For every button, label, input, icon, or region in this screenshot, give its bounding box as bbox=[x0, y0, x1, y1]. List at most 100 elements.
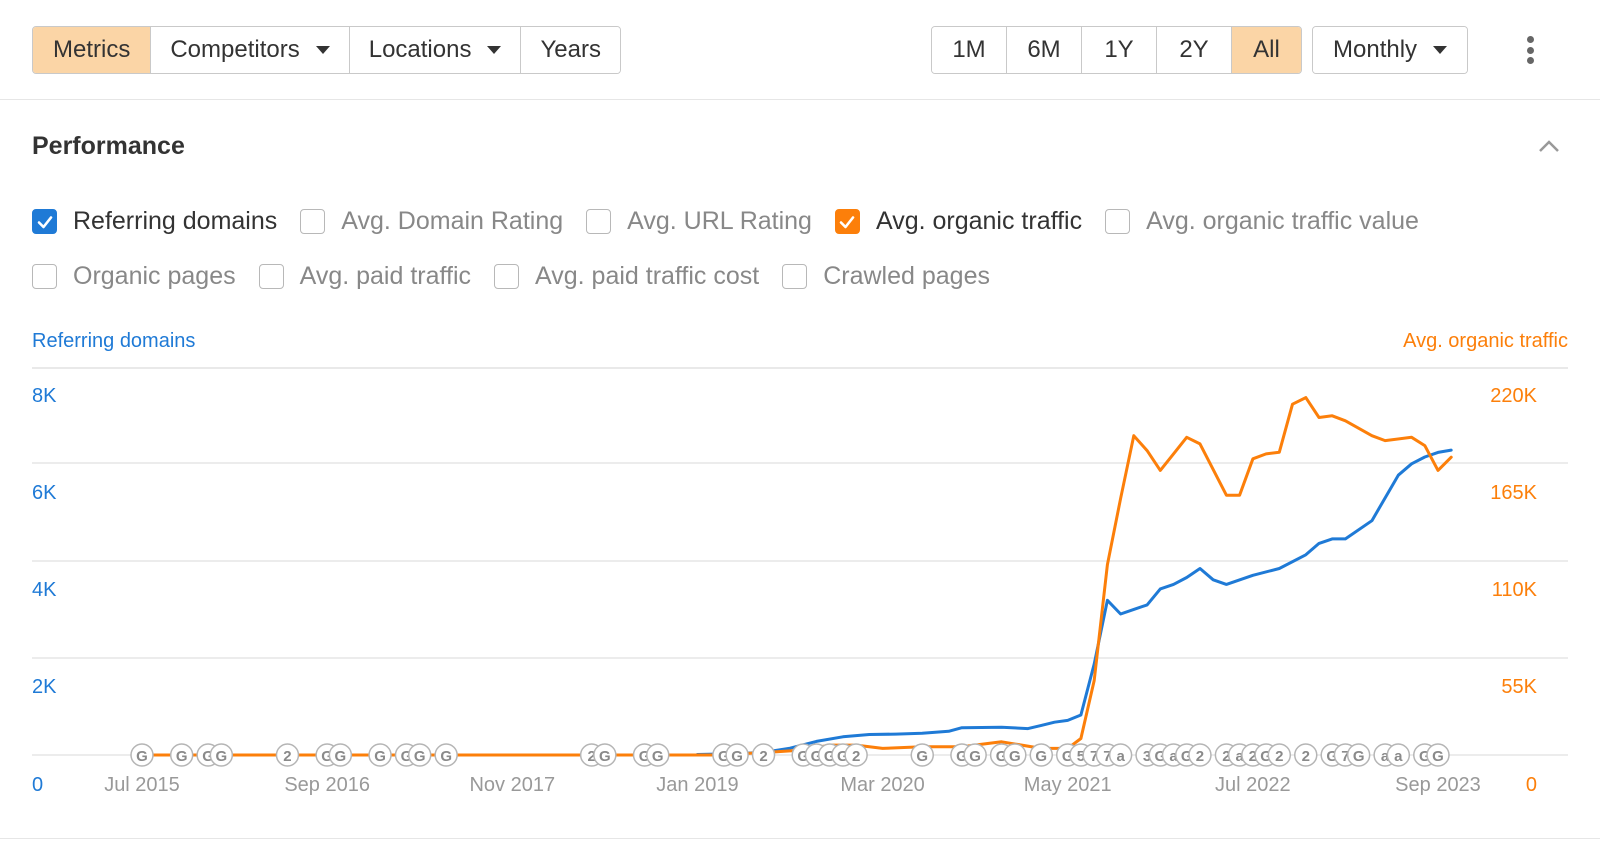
annotation-marker[interactable]: G bbox=[209, 743, 234, 767]
annotation-marker[interactable]: a bbox=[1386, 743, 1411, 767]
metric-toggle-avg-organic-traffic[interactable]: Avg. organic traffic bbox=[834, 207, 1082, 236]
annotation-marker[interactable]: 2 bbox=[275, 743, 300, 767]
annotation-marker[interactable]: G bbox=[328, 743, 353, 767]
checkbox-unchecked-icon[interactable] bbox=[32, 264, 57, 289]
annotation-circle bbox=[1188, 743, 1212, 767]
annotation-label: G bbox=[374, 748, 386, 765]
annotation-label: G bbox=[440, 748, 452, 765]
checkbox-unchecked-icon[interactable] bbox=[1105, 209, 1131, 234]
annotation-label: 7 bbox=[1103, 748, 1111, 765]
metric-label: Avg. organic traffic value bbox=[1146, 207, 1419, 235]
annotation-circle bbox=[593, 743, 617, 767]
interval-dropdown[interactable]: Monthly bbox=[1312, 26, 1469, 74]
annotation-label: G bbox=[401, 748, 413, 765]
annotation-label: 3 bbox=[1143, 748, 1151, 765]
annotation-circle bbox=[328, 743, 353, 767]
annotation-marker[interactable]: G bbox=[434, 743, 458, 767]
performance-chart[interactable]: 0 2K 4K 6K 8K 0 55K 110K 165K 220K Jul 2015 Sep 201… bbox=[0, 355, 1600, 825]
metric-toggles-row-2: Organic pages Avg. paid traffic Avg. paid … bbox=[32, 262, 990, 291]
annotation-marker[interactable]: G bbox=[368, 743, 392, 767]
range-all[interactable]: All bbox=[1232, 27, 1301, 73]
annotation-label: G bbox=[1154, 748, 1166, 765]
annotation-label: G bbox=[335, 748, 347, 765]
annotation-marker[interactable]: G bbox=[1003, 743, 1027, 767]
annotation-label: G bbox=[202, 748, 214, 765]
annotation-marker[interactable]: G bbox=[407, 743, 432, 767]
right-tick-label: 55K bbox=[1501, 676, 1537, 698]
annotation-marker[interactable]: G bbox=[169, 743, 194, 767]
annotation-marker[interactable]: G bbox=[963, 743, 987, 767]
interval-dropdown-button[interactable]: Monthly bbox=[1313, 27, 1468, 73]
x-tick-label: Sep 2016 bbox=[284, 774, 370, 796]
annotation-label: G bbox=[176, 748, 188, 765]
annotation-label: 7 bbox=[1090, 748, 1098, 765]
annotation-label: 2 bbox=[1302, 748, 1310, 765]
annotation-marker[interactable]: G bbox=[646, 743, 670, 767]
range-2y[interactable]: 2Y bbox=[1157, 27, 1232, 73]
metric-toggle-avg-paid-traffic-cost[interactable]: Avg. paid traffic cost bbox=[494, 262, 759, 291]
metric-toggle-crawled-pages[interactable]: Crawled pages bbox=[782, 262, 990, 291]
metric-toggle-avg-paid-traffic[interactable]: Avg. paid traffic bbox=[258, 262, 471, 291]
annotation-circle bbox=[1426, 743, 1450, 767]
x-tick-label: May 2021 bbox=[1024, 774, 1112, 796]
annotation-label: G bbox=[1062, 748, 1074, 765]
annotation-label: G bbox=[1035, 748, 1047, 765]
annotation-label: a bbox=[1116, 748, 1125, 765]
metric-toggle-organic-pages[interactable]: Organic pages bbox=[32, 262, 236, 291]
checkbox-unchecked-icon[interactable] bbox=[494, 264, 520, 289]
checkbox-unchecked-icon[interactable] bbox=[300, 209, 326, 234]
annotation-circle bbox=[407, 743, 432, 767]
annotation-circle bbox=[725, 743, 749, 767]
annotation-marker[interactable]: G bbox=[130, 743, 154, 767]
annotation-label: G bbox=[1419, 748, 1431, 765]
range-label: 2Y bbox=[1179, 36, 1209, 63]
chevron-down-icon bbox=[1433, 46, 1448, 54]
tab-locations[interactable]: Locations bbox=[349, 27, 522, 73]
tab-competitors[interactable]: Competitors bbox=[151, 27, 350, 73]
left-tick-label: 0 bbox=[32, 774, 43, 796]
annotation-marker[interactable]: G bbox=[1426, 743, 1450, 767]
range-6m[interactable]: 6M bbox=[1007, 27, 1082, 73]
metric-toggle-avg-organic-traffic-value[interactable]: Avg. organic traffic value bbox=[1105, 207, 1419, 236]
annotation-marker[interactable]: 2 bbox=[1188, 743, 1212, 767]
kebab-menu-icon[interactable] bbox=[1524, 36, 1536, 64]
checkbox-unchecked-icon[interactable] bbox=[586, 209, 612, 234]
metric-toggle-referring-domains[interactable]: Referring domains bbox=[32, 207, 277, 236]
annotation-label: G bbox=[652, 748, 664, 765]
metric-toggle-avg-domain-rating[interactable]: Avg. Domain Rating bbox=[300, 207, 563, 236]
metric-toggle-avg-url-rating[interactable]: Avg. URL Rating bbox=[586, 207, 812, 236]
annotation-marker[interactable]: 2 bbox=[1294, 743, 1318, 767]
annotation-label: G bbox=[414, 748, 426, 765]
annotation-label: G bbox=[1260, 748, 1272, 765]
checkbox-checked-icon[interactable] bbox=[834, 209, 860, 234]
checkbox-unchecked-icon[interactable] bbox=[782, 264, 808, 289]
checkbox-unchecked-icon[interactable] bbox=[258, 264, 284, 289]
annotation-marker[interactable]: G bbox=[725, 743, 749, 767]
tab-label: Years bbox=[540, 36, 601, 63]
checkbox-checked-icon[interactable] bbox=[32, 209, 57, 234]
tab-metrics[interactable]: Metrics bbox=[33, 27, 152, 73]
annotation-circle bbox=[646, 743, 670, 767]
metric-label: Avg. URL Rating bbox=[627, 207, 812, 235]
annotation-marker[interactable]: a bbox=[1108, 743, 1133, 767]
annotation-label: G bbox=[797, 748, 809, 765]
chevron-up-icon[interactable] bbox=[1538, 138, 1560, 154]
annotation-label: 2 bbox=[1275, 748, 1283, 765]
chevron-down-icon bbox=[315, 46, 330, 54]
annotation-marker[interactable]: 2 bbox=[844, 743, 868, 767]
annotation-circle bbox=[275, 743, 300, 767]
annotation-marker[interactable]: G bbox=[1346, 743, 1371, 767]
annotation-marker[interactable]: 2 bbox=[751, 743, 776, 767]
annotation-marker[interactable]: G bbox=[1029, 743, 1054, 767]
annotation-marker[interactable]: G bbox=[593, 743, 617, 767]
annotation-label: G bbox=[956, 748, 968, 765]
range-1y[interactable]: 1Y bbox=[1082, 27, 1157, 73]
range-1m[interactable]: 1M bbox=[932, 27, 1007, 73]
left-tick-label: 8K bbox=[32, 385, 57, 407]
tab-years[interactable]: Years bbox=[521, 27, 620, 73]
annotation-marker[interactable]: 2 bbox=[1267, 743, 1292, 767]
left-tick-label: 6K bbox=[32, 482, 57, 504]
annotation-marker[interactable]: G bbox=[910, 743, 934, 767]
annotation-circle bbox=[209, 743, 234, 767]
annotation-label: a bbox=[1169, 748, 1178, 765]
